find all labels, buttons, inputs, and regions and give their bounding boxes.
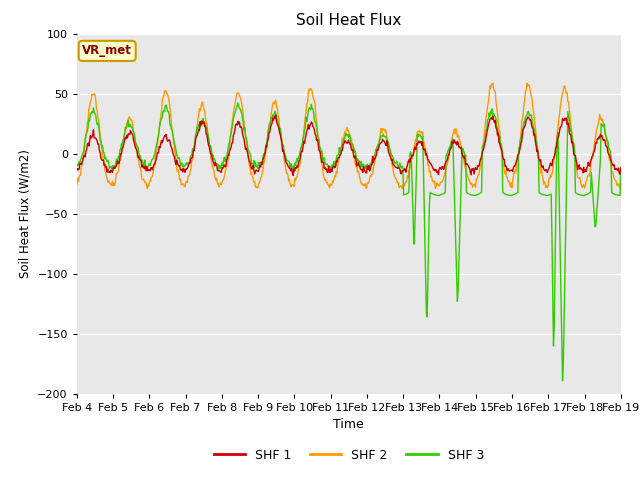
SHF 2: [416, 128, 424, 134]
SHF 3: [139, 160, 147, 166]
Line: SHF 1: SHF 1: [77, 115, 621, 175]
SHF 2: [195, 113, 202, 119]
SHF 2: [431, 185, 439, 191]
SHF 1: [139, 162, 147, 168]
SHF 3: [416, 132, 424, 138]
Line: SHF 3: SHF 3: [77, 103, 621, 381]
SHF 1: [433, 167, 440, 173]
SHF 3: [223, 153, 230, 159]
SHF 2: [223, 161, 231, 167]
SHF 2: [523, 80, 531, 86]
Text: VR_met: VR_met: [82, 44, 132, 58]
SHF 1: [417, 140, 424, 145]
SHF 1: [83, 146, 90, 152]
X-axis label: Time: Time: [333, 418, 364, 431]
SHF 3: [559, 378, 566, 384]
SHF 2: [617, 179, 625, 185]
SHF 1: [223, 156, 230, 162]
SHF 3: [431, 192, 439, 198]
SHF 3: [73, 163, 81, 168]
Line: SHF 2: SHF 2: [77, 83, 621, 189]
SHF 3: [194, 125, 202, 131]
SHF 3: [617, 164, 625, 170]
SHF 2: [139, 177, 147, 183]
SHF 2: [83, 128, 90, 134]
SHF 1: [289, 172, 297, 178]
SHF 2: [73, 181, 81, 187]
SHF 1: [617, 166, 625, 171]
SHF 3: [234, 100, 242, 106]
SHF 1: [73, 168, 81, 173]
SHF 3: [83, 131, 90, 136]
Title: Soil Heat Flux: Soil Heat Flux: [296, 13, 401, 28]
Legend: SHF 1, SHF 2, SHF 3: SHF 1, SHF 2, SHF 3: [209, 444, 489, 467]
Y-axis label: Soil Heat Flux (W/m2): Soil Heat Flux (W/m2): [19, 149, 32, 278]
SHF 1: [272, 112, 280, 118]
SHF 1: [194, 130, 202, 136]
SHF 2: [143, 186, 151, 192]
